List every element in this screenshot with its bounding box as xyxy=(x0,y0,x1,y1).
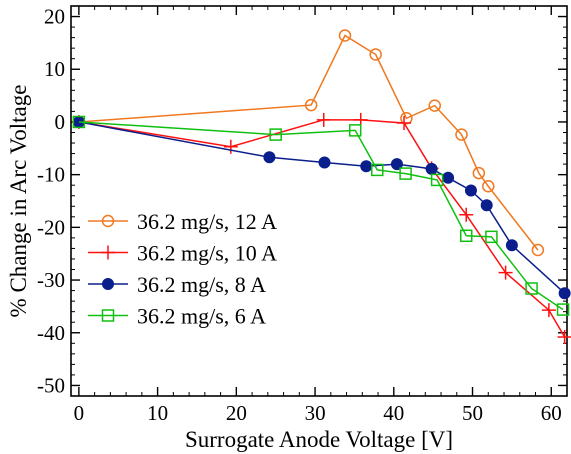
data-point xyxy=(531,243,545,257)
x-tick-label: 30 xyxy=(305,401,326,425)
data-point xyxy=(430,173,444,187)
y-tick-label: -50 xyxy=(37,373,65,397)
plot-frame xyxy=(70,5,568,397)
y-axis-label: % Change in Arc Voltage xyxy=(6,85,31,318)
legend: 36.2 mg/s, 12 A 36.2 mg/s, 10 A 36.2 mg/s,… xyxy=(88,209,277,329)
data-point xyxy=(464,184,477,197)
data-point xyxy=(263,151,276,164)
data-point xyxy=(558,287,571,300)
data-point xyxy=(442,171,455,184)
data-point xyxy=(269,128,282,141)
legend-marker xyxy=(101,214,115,228)
data-point xyxy=(557,329,571,344)
series-line xyxy=(78,119,566,338)
data-point xyxy=(459,207,474,222)
y-tick-label: 0 xyxy=(55,110,66,134)
y-tick-label: 10 xyxy=(44,57,65,81)
legend-marker xyxy=(101,245,115,260)
legend-marker xyxy=(102,278,114,290)
series xyxy=(72,115,570,316)
data-point xyxy=(480,199,493,212)
data-point xyxy=(428,99,441,112)
x-axis-label: Surrogate Anode Voltage [V] xyxy=(185,427,453,452)
data-point xyxy=(369,48,382,61)
data-point xyxy=(482,179,495,193)
data-point xyxy=(318,156,331,169)
legend-label: 36.2 mg/s, 10 A xyxy=(137,241,277,266)
y-tick-label: -10 xyxy=(37,163,65,187)
data-point xyxy=(459,229,473,243)
axis-ticks xyxy=(71,6,567,396)
series xyxy=(71,112,571,344)
data-point xyxy=(498,265,513,280)
data-point xyxy=(485,230,498,244)
data-point xyxy=(455,128,468,141)
data-point xyxy=(541,303,556,318)
y-tick-label: 20 xyxy=(44,5,65,29)
legend-marker xyxy=(101,309,115,322)
series-line xyxy=(78,34,539,251)
y-tick-label: -30 xyxy=(37,268,65,292)
data-point xyxy=(223,139,238,154)
x-tick-label: 20 xyxy=(226,401,247,425)
x-tick-label: 40 xyxy=(383,401,404,425)
series xyxy=(72,29,545,257)
series-layer xyxy=(71,29,571,344)
data-point xyxy=(556,303,570,316)
y-tick-label: -20 xyxy=(37,215,65,239)
legend-label: 36.2 mg/s, 12 A xyxy=(137,209,277,234)
data-point xyxy=(360,160,373,173)
data-point xyxy=(472,166,486,180)
data-point xyxy=(525,282,538,295)
data-point xyxy=(348,124,362,137)
data-point xyxy=(400,112,413,125)
data-point xyxy=(505,239,518,252)
legend-label: 36.2 mg/s, 6 A xyxy=(137,304,266,329)
data-point xyxy=(338,29,352,42)
data-point xyxy=(390,158,403,171)
series xyxy=(72,115,571,300)
x-tick-label: 10 xyxy=(147,401,168,425)
y-tick-label: -40 xyxy=(37,321,65,345)
axis-tick-labels: 0 10 20 30 40 50 60 20 10 0 -10 -20 -30 -40 -50 xyxy=(37,5,562,425)
x-tick-label: 50 xyxy=(462,401,483,425)
legend-label: 36.2 mg/s, 8 A xyxy=(137,272,266,297)
data-point xyxy=(425,162,438,175)
data-point xyxy=(399,167,412,180)
data-point xyxy=(371,163,384,177)
x-tick-label: 0 xyxy=(74,401,85,425)
data-point xyxy=(397,116,412,130)
data-point xyxy=(304,98,318,112)
series-line xyxy=(78,121,564,311)
data-point xyxy=(72,115,86,129)
x-tick-label: 60 xyxy=(541,401,562,425)
data-point xyxy=(316,112,331,127)
